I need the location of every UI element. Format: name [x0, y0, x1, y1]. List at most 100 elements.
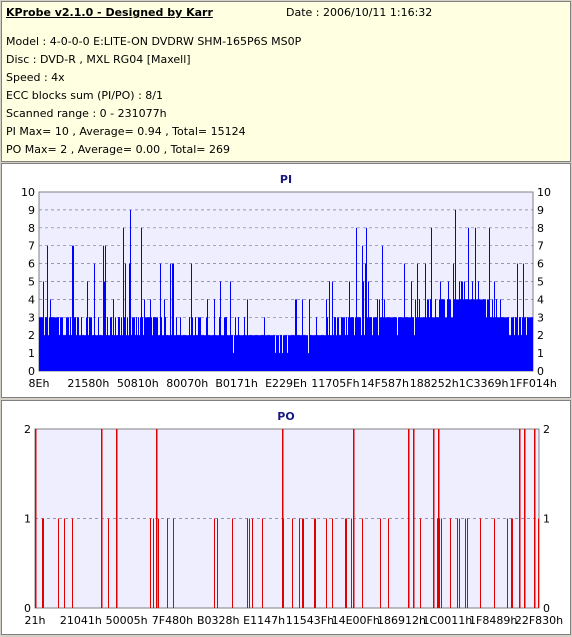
pi-xtick: B0171h: [215, 377, 258, 390]
pi-bar: [245, 335, 246, 371]
pi-bar: [305, 335, 306, 371]
pi-bars: [39, 209, 533, 371]
pi-xtick: 14F587h: [361, 377, 409, 390]
pi-bar: [210, 335, 211, 371]
pi-ytick-left: 10: [21, 186, 35, 199]
po-bar: [282, 429, 284, 608]
pi-bar: [216, 335, 217, 371]
pi-bar: [125, 263, 126, 371]
pi-bar: [113, 299, 114, 371]
pi-ytick-left: 8: [28, 222, 35, 235]
pi-bar: [213, 335, 214, 371]
po-bar: [247, 518, 248, 608]
pi-bar: [132, 317, 133, 371]
pi-bar: [106, 335, 107, 371]
pi-bar: [164, 299, 165, 371]
pi-bar: [419, 299, 420, 371]
pi-bar: [91, 317, 92, 371]
pi-bar: [363, 281, 364, 371]
pi-bar: [138, 317, 139, 371]
pi-bar: [291, 335, 292, 371]
pi-bar: [118, 317, 119, 371]
pi-bar: [323, 335, 324, 371]
po-xtick: 21041h: [60, 614, 102, 627]
disc-info: Disc : DVD-R , MXL RG04 [Maxell]: [6, 53, 191, 66]
pi-bar: [531, 317, 532, 371]
pi-bar: [238, 317, 239, 371]
ecc-sum: ECC blocks sum (PI/PO) : 8/1: [6, 89, 163, 102]
pi-bar: [135, 335, 136, 371]
pi-bar: [365, 263, 366, 371]
pi-bar: [63, 335, 64, 371]
pi-bar: [504, 317, 505, 371]
pi-bar: [371, 317, 372, 371]
pi-bar: [369, 317, 370, 371]
po-bar: [353, 429, 355, 608]
po-bar: [299, 518, 300, 608]
pi-ytick-left: 4: [28, 293, 35, 306]
po-bars: [35, 429, 539, 608]
pi-bar: [376, 317, 377, 371]
info-panel: KProbe v2.1.0 - Designed by Karr Date : …: [1, 1, 571, 162]
pi-bar: [268, 335, 269, 371]
pi-bar: [96, 335, 97, 371]
pi-bar: [366, 227, 367, 371]
pi-bar: [299, 335, 300, 371]
pi-bar: [384, 299, 385, 371]
pi-bar: [86, 317, 87, 371]
pi-bar: [220, 281, 221, 371]
pi-bar: [327, 317, 328, 371]
pi-bar: [159, 335, 160, 371]
pi-bar: [379, 299, 380, 371]
pi-bar: [509, 335, 510, 371]
pi-bar: [340, 335, 341, 371]
pi-bar: [297, 335, 298, 371]
pi-bar: [275, 353, 276, 371]
pi-bar: [235, 317, 236, 371]
pi-bar: [206, 317, 207, 371]
pi-bar: [198, 317, 199, 371]
pi-bar: [42, 317, 43, 371]
pi-bar: [282, 353, 283, 371]
pi-bar: [267, 335, 268, 371]
pi-bar: [214, 299, 215, 371]
pi-bar: [368, 281, 369, 371]
pi-bar: [355, 317, 356, 371]
pi-bar: [403, 317, 404, 371]
po-bar: [156, 429, 158, 608]
pi-bar: [348, 317, 349, 371]
pi-bar: [201, 335, 202, 371]
pi-bar: [93, 335, 94, 371]
pi-bar: [224, 317, 225, 371]
pi-bar: [88, 335, 89, 371]
pi-bar: [53, 317, 54, 371]
po-ytick-right: 0: [543, 602, 550, 615]
pi-xtick: 1C3369h: [459, 377, 509, 390]
po-ytick-left: 0: [24, 602, 31, 615]
pi-xtick: 188252h: [410, 377, 459, 390]
pi-bar: [60, 317, 61, 371]
pi-bar: [499, 317, 500, 371]
pi-bar: [373, 317, 374, 371]
pi-bar: [223, 335, 224, 371]
pi-bar: [418, 317, 419, 371]
po-chart-title: PO: [277, 410, 295, 423]
pi-bar: [83, 335, 84, 371]
pi-bar: [157, 317, 158, 371]
pi-bar: [94, 263, 95, 371]
pi-ytick-left: 6: [28, 258, 35, 271]
po-bar: [467, 518, 468, 608]
pi-bar: [103, 245, 104, 371]
pi-bar: [84, 335, 85, 371]
pi-bar: [141, 227, 142, 371]
pi-bar: [519, 317, 520, 371]
pi-bar: [524, 317, 525, 371]
pi-bar: [178, 335, 179, 371]
pi-bar: [426, 317, 427, 371]
pi-bar: [50, 299, 51, 371]
pi-bar: [116, 335, 117, 371]
pi-bar: [230, 281, 231, 371]
pi-bar: [74, 317, 75, 371]
pi-bar: [161, 317, 162, 371]
pi-bar: [98, 317, 99, 371]
